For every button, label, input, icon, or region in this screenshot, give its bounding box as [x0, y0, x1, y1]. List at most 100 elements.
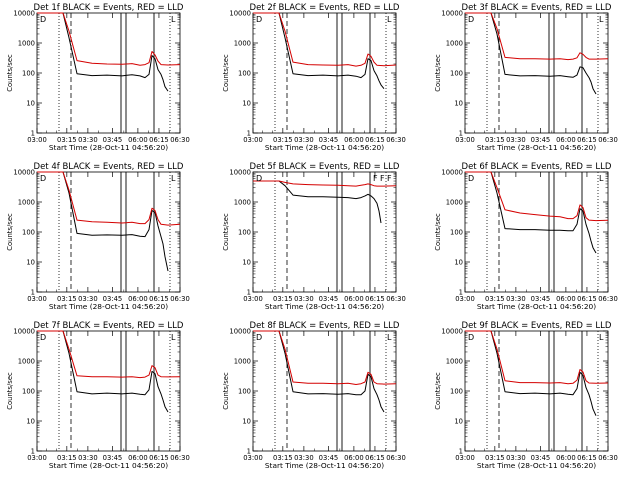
y-axis-label: Counts/sec — [222, 54, 230, 92]
x-tick-label: 03:00 — [455, 454, 475, 462]
series-line-events — [253, 12, 385, 90]
detector-panel-7: Det 7f BLACK = Events, RED = LLD 1 10 100 10… — [6, 321, 190, 470]
x-tick-label: 03:45 — [531, 454, 551, 462]
y-tick-label: 10000 — [13, 9, 35, 17]
y-tick-label: 10 — [26, 99, 35, 107]
x-tick-label: 03:15 — [273, 454, 293, 462]
series-line-lld — [465, 330, 609, 385]
x-tick-label: 06:00 — [344, 136, 364, 144]
plot-frame — [464, 330, 609, 452]
annotation-letter: L — [387, 15, 392, 24]
x-tick-label: 06:00 — [344, 295, 364, 303]
annotation-letter: L — [387, 333, 392, 342]
y-tick-label: 1000 — [18, 198, 35, 206]
plot-frame — [36, 12, 181, 134]
y-tick-label: 1000 — [446, 357, 463, 365]
plot-frame — [36, 330, 181, 452]
panel-title: Det 2f BLACK = Events, RED = LLD — [250, 3, 400, 13]
series-line-lld — [465, 12, 609, 61]
plot-frame — [252, 330, 397, 452]
x-tick-label: 06:30 — [386, 454, 406, 462]
x-tick-label: 06:00 — [556, 136, 576, 144]
x-tick-label: 06:15 — [365, 454, 385, 462]
y-tick-label: 1000 — [446, 198, 463, 206]
x-axis-label: Start Time (28-Oct-11 04:56:20) — [265, 302, 384, 311]
series-line-events — [465, 171, 597, 254]
x-tick-label: 03:45 — [531, 295, 551, 303]
x-tick-label: 03:30 — [294, 454, 314, 462]
y-axis-label: Counts/sec — [434, 372, 442, 410]
y-tick-label: 100 — [238, 387, 251, 395]
x-tick-label: 06:30 — [170, 454, 190, 462]
annotation-letter: L — [599, 15, 604, 24]
detector-panel-4: Det 4f BLACK = Events, RED = LLD 1 10 100 10… — [6, 162, 190, 311]
y-tick-label: 10000 — [441, 168, 463, 176]
y-axis-label: Counts/sec — [222, 372, 230, 410]
x-tick-label: 03:45 — [103, 136, 123, 144]
x-axis-label: Start Time (28-Oct-11 04:56:20) — [477, 461, 596, 470]
detector-panel-1: Det 1f BLACK = Events, RED = LLD 1 10 100 10… — [6, 3, 190, 152]
y-tick-label: 1 — [459, 288, 463, 296]
x-tick-label: 06:15 — [149, 136, 169, 144]
annotation-letter: D — [40, 333, 46, 342]
series-line-lld — [465, 171, 609, 222]
annotation-letter: D — [468, 15, 474, 24]
y-tick-label: 100 — [22, 387, 35, 395]
series-line-lld — [37, 171, 181, 226]
y-tick-label: 10000 — [13, 168, 35, 176]
y-axis-label: Counts/sec — [222, 213, 230, 251]
y-axis-label: Counts/sec — [434, 54, 442, 92]
y-tick-label: 1 — [31, 447, 35, 455]
y-tick-label: 100 — [22, 69, 35, 77]
x-tick-label: 06:15 — [149, 454, 169, 462]
x-tick-label: 03:00 — [27, 454, 47, 462]
x-tick-label: 03:00 — [455, 136, 475, 144]
x-tick-label: 06:30 — [386, 295, 406, 303]
annotation-letter: D — [256, 174, 262, 183]
series-line-lld — [253, 12, 397, 67]
annotation-letter: F — [373, 174, 378, 183]
y-tick-label: 1000 — [18, 357, 35, 365]
y-tick-label: 1000 — [446, 39, 463, 47]
annotation-letter: D — [256, 333, 262, 342]
x-tick-label: 03:30 — [78, 454, 98, 462]
x-tick-label: 03:45 — [319, 454, 339, 462]
y-tick-label: 10000 — [441, 327, 463, 335]
series-line-lld — [253, 180, 397, 187]
y-tick-label: 10 — [242, 417, 251, 425]
y-tick-label: 100 — [238, 69, 251, 77]
series-line-events — [253, 330, 385, 413]
x-tick-label: 06:00 — [128, 295, 148, 303]
series-line-events — [37, 330, 169, 413]
y-axis-label: Counts/sec — [6, 213, 14, 251]
x-tick-label: 03:00 — [455, 295, 475, 303]
x-tick-label: 06:30 — [598, 454, 618, 462]
x-tick-label: 06:00 — [128, 454, 148, 462]
x-tick-label: 06:30 — [598, 295, 618, 303]
y-tick-label: 1000 — [234, 198, 251, 206]
series-line-lld — [37, 12, 181, 66]
panel-title: Det 3f BLACK = Events, RED = LLD — [462, 3, 612, 13]
x-tick-label: 03:30 — [294, 295, 314, 303]
x-tick-label: 03:15 — [273, 295, 293, 303]
annotation-letter: F — [387, 174, 392, 183]
annotation-letter: D — [468, 333, 474, 342]
plot-frame — [252, 12, 397, 134]
detector-panel-8: Det 8f BLACK = Events, RED = LLD 1 10 100 10… — [222, 321, 406, 470]
y-tick-label: 1 — [247, 288, 251, 296]
y-tick-label: 1000 — [18, 39, 35, 47]
x-tick-label: 03:45 — [319, 136, 339, 144]
series-line-events — [253, 180, 382, 224]
series-line-events — [37, 12, 169, 92]
panel-title: Det 5f BLACK = Events, RED = LLD — [250, 162, 400, 172]
x-tick-label: 03:00 — [27, 295, 47, 303]
y-tick-label: 10 — [242, 258, 251, 266]
x-axis-label: Start Time (28-Oct-11 04:56:20) — [49, 461, 168, 470]
y-tick-label: 1 — [459, 129, 463, 137]
x-tick-label: 03:15 — [57, 136, 77, 144]
y-axis-label: Counts/sec — [434, 213, 442, 251]
y-tick-label: 10 — [454, 99, 463, 107]
panel-title: Det 9f BLACK = Events, RED = LLD — [462, 321, 612, 331]
